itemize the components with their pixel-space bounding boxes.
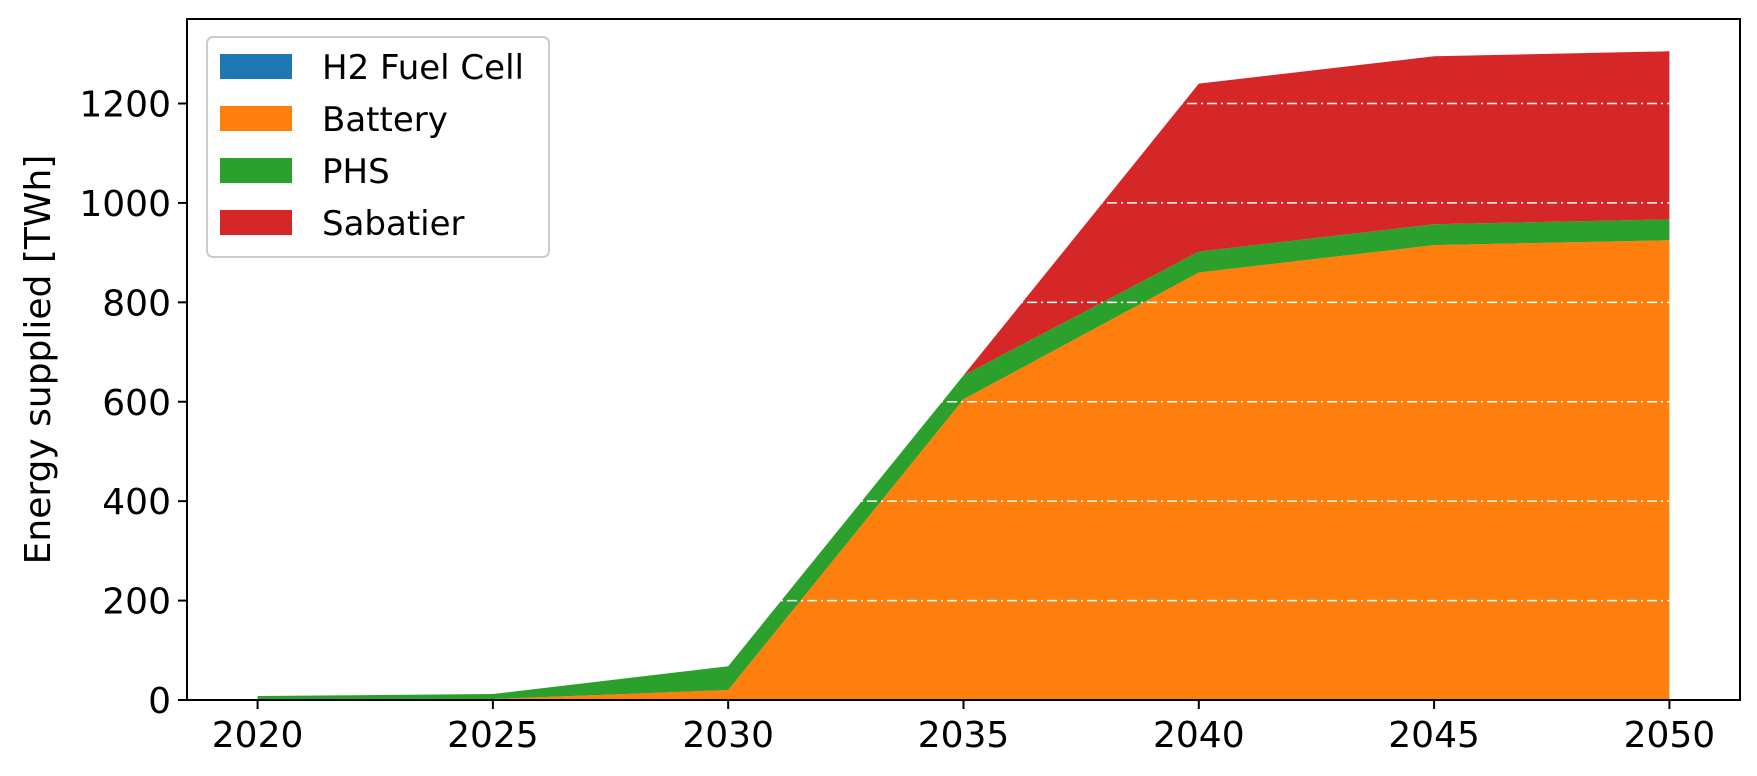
y-gridlines [187,102,1740,602]
y-tick-label: 1200 [79,85,171,126]
y-tick-label: 800 [102,283,171,324]
x-tick-label: 2050 [1624,715,1716,756]
area-series-group [257,51,1670,700]
x-tick-label: 2040 [1153,715,1245,756]
legend-swatch [220,54,292,79]
y-axis-ticks: 0 200 400 600 800 1000 1200 [79,85,187,722]
x-axis-ticks: 2020 2025 2030 2035 2040 2045 2050 [212,700,1715,756]
legend-label: Battery [322,100,448,140]
x-tick-label: 2035 [918,715,1010,756]
legend-label: Sabatier [322,204,465,244]
y-tick-label: 600 [102,383,171,424]
y-axis-title: Energy supplied [TWh] [18,155,59,565]
y-tick-label: 200 [102,582,171,623]
area-series-1 [257,240,1670,700]
legend-swatch [220,106,292,131]
legend-label: PHS [322,152,390,192]
legend-swatch [220,158,292,183]
legend: H2 Fuel Cell Battery PHS Sabatier [206,36,550,258]
legend-label: H2 Fuel Cell [322,48,524,88]
x-tick-label: 2020 [212,715,304,756]
x-tick-label: 2045 [1388,715,1480,756]
x-tick-label: 2025 [447,715,539,756]
legend-box [206,36,550,258]
y-tick-label: 0 [148,681,171,722]
area-series-3 [257,51,1670,697]
legend-swatch [220,210,292,235]
y-tick-label: 1000 [79,184,171,225]
y-tick-label: 400 [102,482,171,523]
x-tick-label: 2030 [682,715,774,756]
